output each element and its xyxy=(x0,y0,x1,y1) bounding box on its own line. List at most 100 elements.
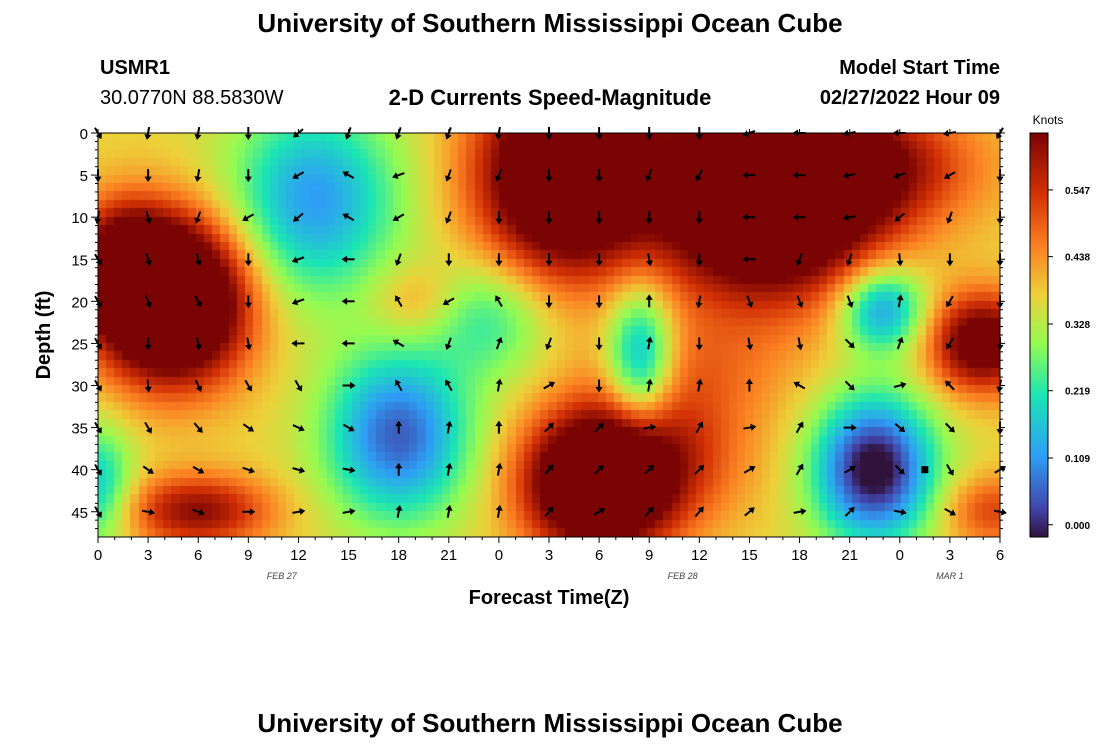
colorbar-tick-label: 0.438 xyxy=(1065,253,1090,264)
current-vector-arrow xyxy=(342,171,355,179)
current-vector-arrow xyxy=(744,507,755,517)
current-vector-arrow xyxy=(796,337,804,351)
current-vector-arrow xyxy=(894,464,905,475)
current-vector-arrow xyxy=(595,253,603,267)
current-vector-arrow xyxy=(792,213,806,221)
current-vector-arrow xyxy=(944,422,955,433)
current-vector-arrow xyxy=(644,464,655,475)
current-vector-arrow xyxy=(645,169,653,182)
current-vector-arrow xyxy=(695,295,703,309)
y-tick-label: 40 xyxy=(71,463,88,480)
current-vector-arrow xyxy=(495,378,503,392)
current-vector-arrow xyxy=(846,295,854,308)
plot-frame xyxy=(97,132,1001,538)
current-vector-arrow xyxy=(495,420,503,434)
current-vector-arrow xyxy=(394,253,402,266)
current-vector-arrow xyxy=(194,169,202,182)
current-vector-arrow xyxy=(144,169,152,183)
current-vector-arrow xyxy=(444,379,453,392)
current-vector-arrow xyxy=(545,337,552,350)
y-axis-label: Depth (ft) xyxy=(33,291,55,380)
current-vector-arrow xyxy=(844,380,855,391)
current-vector-arrow xyxy=(695,337,703,351)
current-vector-arrow xyxy=(242,508,256,516)
y-tick-label: 10 xyxy=(71,210,88,227)
current-vector-arrow xyxy=(245,337,253,351)
current-vector-arrow xyxy=(495,295,503,307)
current-vector-arrow xyxy=(291,298,305,306)
current-vector-arrow xyxy=(545,253,553,267)
current-vector-arrow xyxy=(293,212,304,222)
current-vector-arrow xyxy=(242,213,254,222)
current-vector-arrow xyxy=(544,422,554,433)
current-vector-arrow xyxy=(495,336,503,350)
y-tick-label: 15 xyxy=(71,252,88,269)
current-vector-arrow xyxy=(594,422,605,433)
current-vector-arrow xyxy=(192,465,205,474)
current-vector-arrow xyxy=(341,339,355,347)
current-vector-arrow xyxy=(495,211,503,225)
current-vector-arrow xyxy=(946,464,954,476)
x-tick-label: 18 xyxy=(390,547,407,564)
marker-point xyxy=(921,466,929,474)
x-tick-label: 3 xyxy=(946,547,954,564)
current-vector-arrow xyxy=(896,253,904,267)
current-vector-arrow xyxy=(946,295,954,308)
current-vector-arrow xyxy=(644,506,654,518)
current-vector-arrow xyxy=(795,421,804,434)
current-vector-arrow xyxy=(192,508,205,516)
y-tick-label: 35 xyxy=(71,421,88,438)
current-vector-arrow xyxy=(844,506,855,517)
y-tick-label: 45 xyxy=(71,505,88,522)
current-vector-arrow xyxy=(695,253,703,267)
date-label: FEB 28 xyxy=(668,571,698,581)
current-vector-arrow xyxy=(291,339,305,347)
current-vector-arrow xyxy=(244,295,252,309)
current-vector-arrow xyxy=(144,337,152,351)
model-start-value: 02/27/2022 Hour 09 xyxy=(819,87,1000,109)
current-vector-arrow xyxy=(793,507,807,516)
current-vector-arrow xyxy=(194,295,203,308)
current-vector-arrow xyxy=(594,464,605,475)
current-vector-arrow xyxy=(242,423,255,432)
current-vector-arrow xyxy=(994,465,1007,474)
current-vector-arrow xyxy=(392,213,405,222)
current-vector-arrow xyxy=(595,211,603,225)
current-vector-arrow xyxy=(844,465,856,474)
current-vector-arrow xyxy=(896,336,904,350)
current-vector-arrow xyxy=(342,213,355,222)
y-axis: 0 5 10 15 20 25 30 35 40 45 xyxy=(71,126,1005,530)
current-vector-arrow xyxy=(894,422,906,433)
current-vector-arrow xyxy=(842,213,856,222)
x-tick-label: 0 xyxy=(495,547,503,564)
current-vector-arrow xyxy=(742,171,756,179)
x-tick-label: 3 xyxy=(144,547,152,564)
current-vector-arrow xyxy=(342,381,356,390)
x-tick-label: 21 xyxy=(440,547,457,564)
current-vector-arrow xyxy=(142,465,154,474)
date-label: FEB 27 xyxy=(267,571,298,581)
current-vector-arrow xyxy=(946,337,954,350)
colorbar-gradient xyxy=(1029,132,1049,538)
current-vector-arrow xyxy=(145,253,152,267)
current-vector-arrow xyxy=(745,378,753,392)
current-vector-arrow xyxy=(595,169,603,183)
current-vector-arrow xyxy=(193,422,203,433)
y-tick-label: 0 xyxy=(80,126,88,143)
colorbar-tick-label: 0.328 xyxy=(1065,320,1090,331)
current-vector-arrow xyxy=(742,213,756,221)
x-tick-label: 18 xyxy=(791,547,808,564)
y-tick-label: 5 xyxy=(80,168,88,185)
x-axis: 0 3 6 9 12 15 18 21 0 3 6 9 12 15 18 21 0 3 6 FEB 27 FEB 28 M… xyxy=(94,129,1004,581)
current-vector-arrow xyxy=(792,171,806,179)
x-tick-label: 3 xyxy=(545,547,553,564)
current-vector-arrow xyxy=(843,424,857,432)
colorbar-tick-label: 0.000 xyxy=(1065,521,1090,532)
current-vector-arrow xyxy=(944,380,955,391)
current-vector-arrow xyxy=(695,169,704,182)
current-vector-arrow xyxy=(545,211,553,225)
current-vector-arrow xyxy=(845,253,853,266)
current-vector-arrow xyxy=(944,507,956,516)
x-tick-label: 15 xyxy=(741,547,758,564)
current-vector-arrow xyxy=(645,211,653,225)
